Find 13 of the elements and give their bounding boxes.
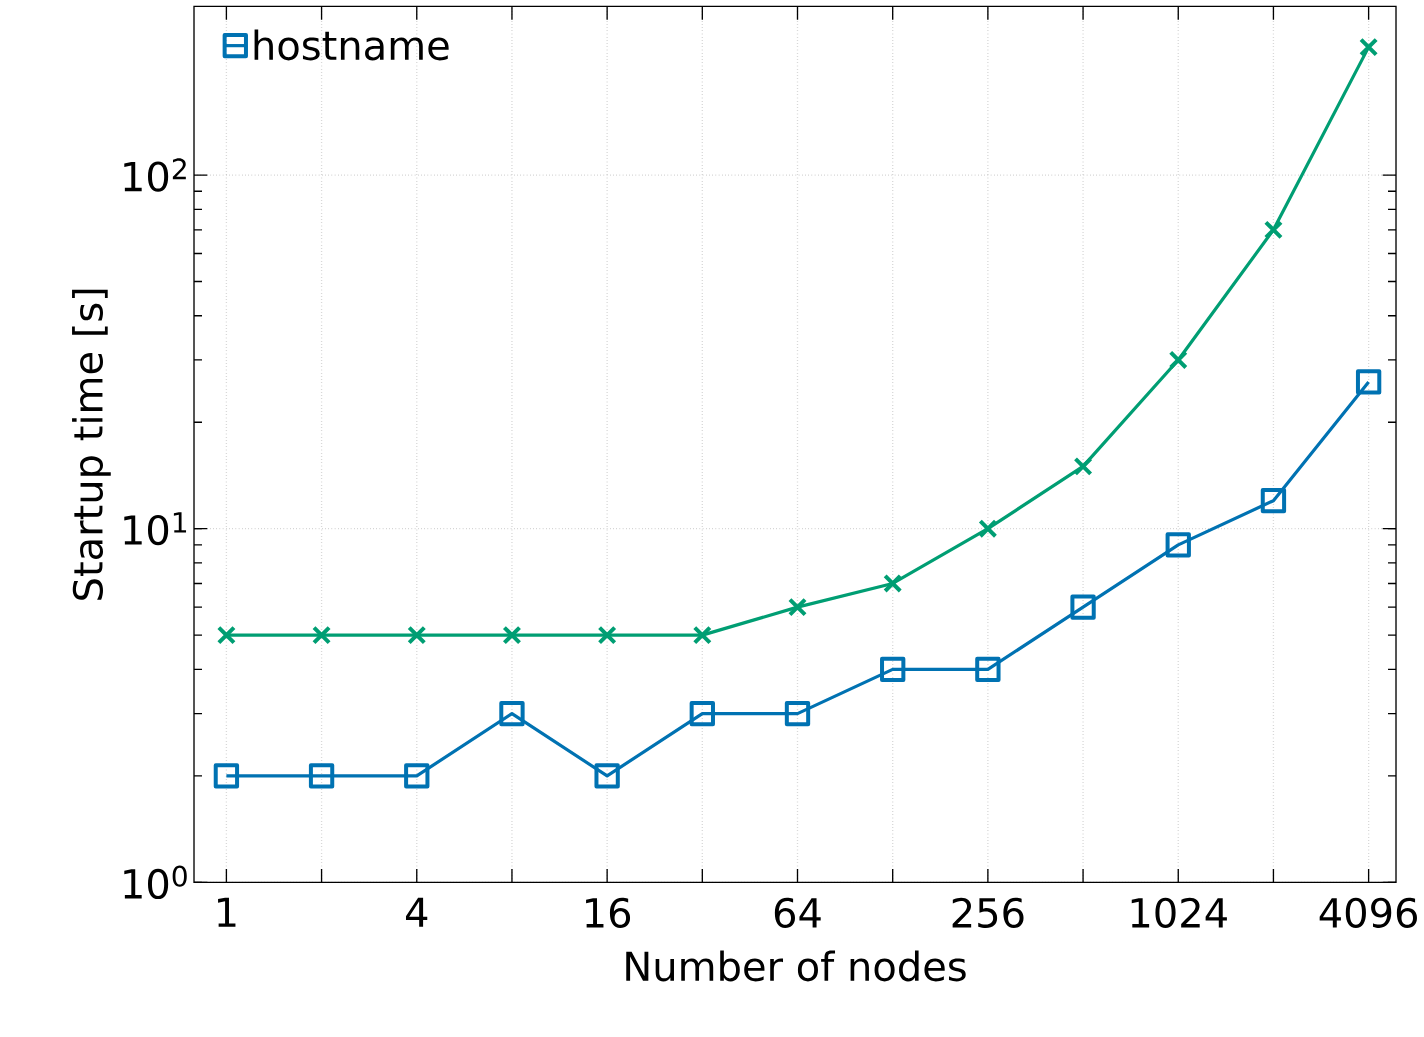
y-axis-title: Startup time [s] [72,289,111,600]
legend-label: hostname [254,29,449,61]
x-axis-title: Number of nodes [626,950,966,982]
x-tick-label: 4096 [1319,897,1417,928]
y-tick-label: 10$^{2}$ [124,158,186,192]
x-tick-label: 256 [952,897,1024,928]
x-tick-label: 16 [586,897,631,928]
y-tick-label: 10$^{1}$ [124,512,187,546]
x-tick-label: 4 [405,897,428,927]
x-tick-label: 1024 [1131,897,1227,928]
x-tick-label: 1 [218,897,236,927]
y-tick-label: 10$^{0}$ [124,865,187,900]
x-tick-label: 64 [774,897,821,928]
